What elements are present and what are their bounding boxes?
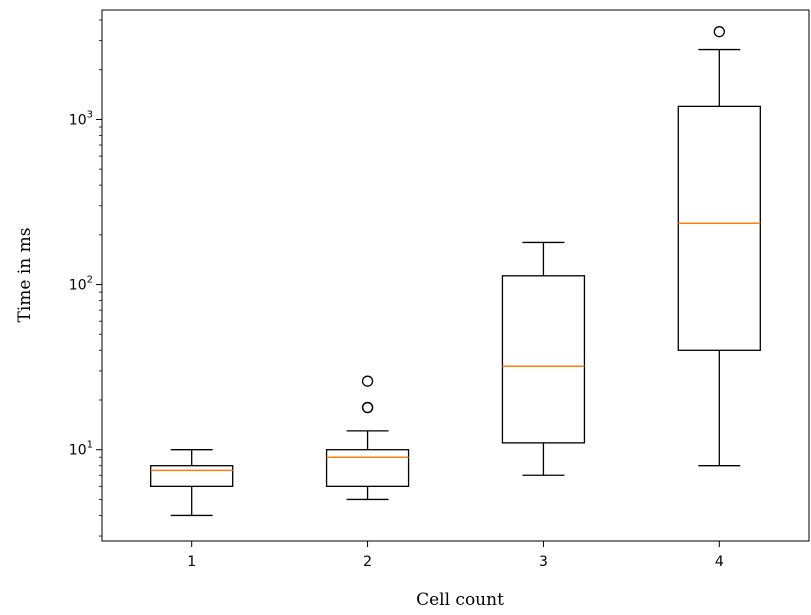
outlier-point [713, 26, 725, 38]
box-iqr [325, 449, 410, 487]
axes-frame [101, 9, 810, 542]
x-tick-label: 3 [539, 554, 548, 570]
box-iqr [150, 465, 234, 487]
x-tick-label: 1 [187, 554, 196, 570]
plot-area: 101 102 103 1 2 3 4 [69, 9, 810, 570]
x-axis-label: Cell count [416, 590, 504, 610]
box-iqr [677, 105, 761, 351]
x-tick-label: 4 [715, 554, 724, 570]
outlier-point [361, 401, 374, 414]
x-tick-label: 2 [363, 554, 372, 570]
y-axis-label: Time in ms [15, 228, 35, 323]
box-iqr [501, 275, 586, 444]
y-tick-label: 103 [69, 109, 93, 128]
y-tick-label: 102 [69, 275, 93, 294]
y-tick-label: 101 [69, 440, 93, 459]
outlier-point [361, 375, 374, 387]
